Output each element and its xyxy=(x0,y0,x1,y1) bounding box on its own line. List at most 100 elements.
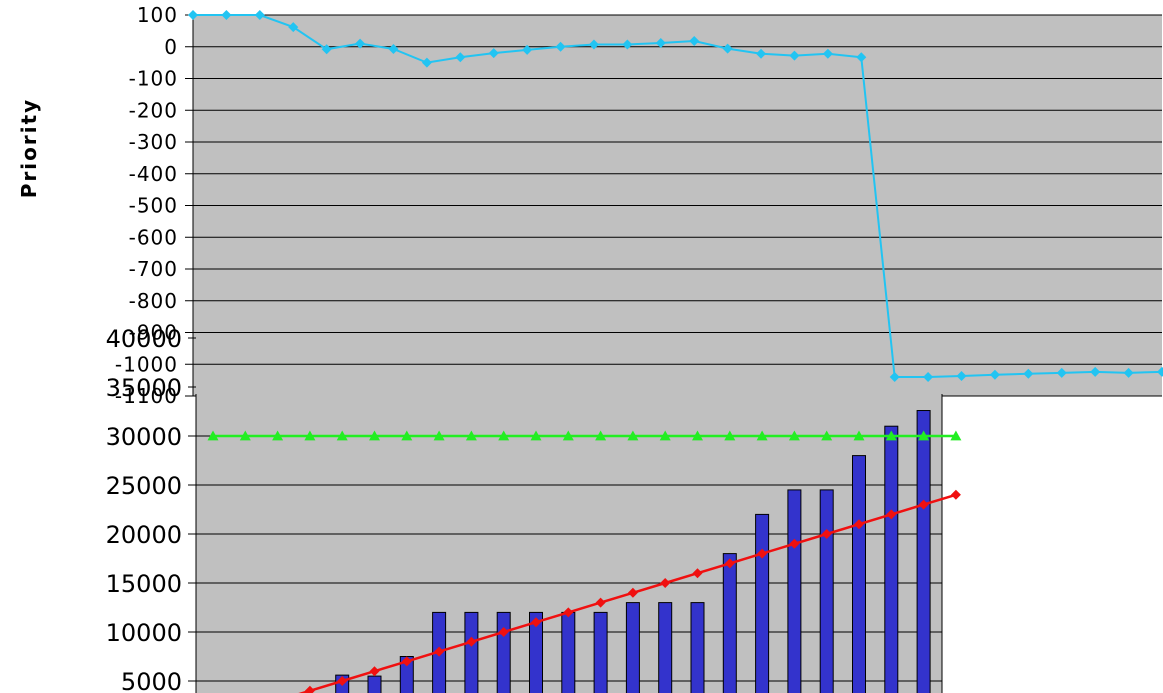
cpu-bar xyxy=(755,513,770,693)
target-point xyxy=(272,430,284,441)
target-point xyxy=(465,430,477,441)
priority-point xyxy=(956,370,967,381)
priority-point xyxy=(188,10,198,20)
cpu-tick-label: 15000 xyxy=(106,570,182,598)
priority-tick-label: -300 xyxy=(129,130,178,154)
priority-point xyxy=(355,38,366,49)
target-point xyxy=(788,430,800,441)
target-point xyxy=(627,430,639,441)
cpu-bar xyxy=(722,553,737,693)
priority-tick-label: -800 xyxy=(129,289,178,313)
priority-point xyxy=(1023,368,1034,379)
target-point xyxy=(207,430,219,441)
priority-point xyxy=(488,48,499,59)
target-point xyxy=(239,430,251,441)
priority-point xyxy=(1157,366,1163,377)
target-point xyxy=(853,430,865,441)
target-point xyxy=(724,430,736,441)
cpu-bar xyxy=(367,675,382,693)
target-point xyxy=(659,430,671,441)
priority-point xyxy=(822,48,833,59)
priority-point xyxy=(221,10,232,20)
priority-point xyxy=(622,39,633,50)
cpu-bar xyxy=(884,425,899,693)
trend-point xyxy=(531,617,541,628)
cpu-tick-label: 25000 xyxy=(106,472,182,500)
priority-axis-label: Priority xyxy=(17,98,41,198)
cpu-bar xyxy=(658,602,673,693)
cpu-tick-label: 20000 xyxy=(106,521,182,549)
target-point xyxy=(498,430,510,441)
trend-point xyxy=(627,587,638,598)
target-point xyxy=(692,430,703,441)
trend-point xyxy=(821,529,832,539)
trend-point xyxy=(434,646,445,657)
trend-point xyxy=(498,627,509,637)
cpu-bar xyxy=(819,489,834,693)
priority-point xyxy=(923,371,934,382)
cpu-hours-axis-label: CPU Hours Used xyxy=(24,352,49,580)
priority-chart: 100 0 -100 -200 -300 -400 -500 -600 -700 -800 -900… xyxy=(17,3,1163,408)
priority-tick-label: 100 xyxy=(137,3,178,27)
trend-point xyxy=(401,656,412,667)
cpu-bar xyxy=(852,455,866,693)
trend-point xyxy=(724,558,735,569)
target-point xyxy=(821,430,833,441)
priority-point xyxy=(588,39,599,50)
trend-point xyxy=(854,519,864,530)
priority-series-line xyxy=(193,14,1163,378)
priority-point xyxy=(989,369,1000,380)
priority-point xyxy=(889,371,900,382)
cpu-bar xyxy=(787,489,802,693)
priority-tick-label: -1000 xyxy=(115,352,178,376)
priority-point xyxy=(254,10,265,20)
priority-point xyxy=(455,52,466,63)
cpu-tick-label: 10000 xyxy=(106,619,182,647)
cpu-bar xyxy=(593,611,608,693)
trend-point xyxy=(660,578,671,588)
cpu-tick-label: 40000 xyxy=(106,325,182,353)
priority-tick-label: -600 xyxy=(129,225,178,249)
target-point xyxy=(336,430,348,441)
priority-point xyxy=(421,57,432,68)
cpu-hours-chart: 500010000150002000025000300003500040000 … xyxy=(24,325,962,693)
cpu-bar xyxy=(690,602,705,693)
priority-point xyxy=(1056,367,1067,378)
target-point xyxy=(562,430,574,441)
priority-point xyxy=(1090,366,1101,377)
priority-point xyxy=(1123,367,1134,378)
target-point xyxy=(595,430,607,441)
priority-point xyxy=(288,22,299,33)
priority-point xyxy=(655,37,666,48)
trend-point xyxy=(466,636,477,647)
cpu-bar xyxy=(561,611,576,693)
priority-point xyxy=(756,48,767,59)
cpu-tick-label: 30000 xyxy=(106,423,182,451)
priority-tick-label: 0 xyxy=(164,35,178,59)
trend-point xyxy=(918,499,929,510)
trend-point xyxy=(950,489,961,500)
trend-point xyxy=(304,685,315,693)
priority-tick-label: -400 xyxy=(129,162,178,186)
priority-point xyxy=(856,52,867,63)
trend-point xyxy=(595,597,606,608)
priority-point xyxy=(689,36,700,47)
target-point xyxy=(369,430,380,441)
priority-point xyxy=(321,44,332,55)
priority-point xyxy=(789,50,800,61)
trend-point xyxy=(757,548,768,559)
cpu-bar xyxy=(496,611,511,693)
priority-tick-label: -1100 xyxy=(115,384,178,408)
trend-point xyxy=(886,509,897,520)
priority-point xyxy=(388,43,399,54)
target-point xyxy=(756,430,768,441)
target-point xyxy=(885,430,897,441)
trend-point xyxy=(369,666,380,677)
priority-tick-label: -900 xyxy=(129,321,178,345)
priority-point xyxy=(555,41,566,52)
cpu-bar xyxy=(625,602,640,693)
cpu-tick-label: 5000 xyxy=(121,668,182,693)
target-point xyxy=(433,430,445,441)
trend-point xyxy=(563,607,574,618)
